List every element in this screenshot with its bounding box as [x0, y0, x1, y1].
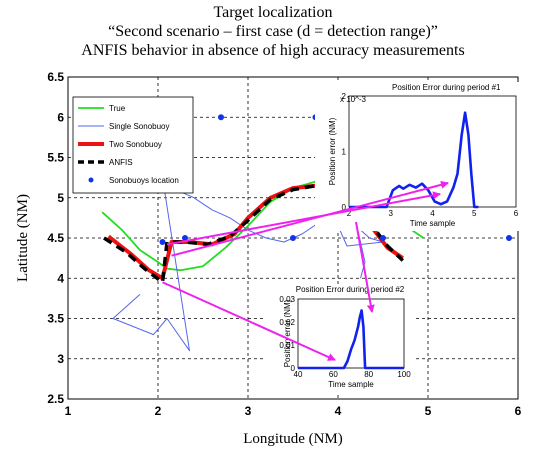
inset-period-1-x-label: Time sample [410, 219, 456, 228]
inset-period-2-y-label: Position error (NM) [283, 299, 292, 367]
sonobuoy-marker [159, 239, 166, 246]
inset-period-2-y-tick: 0 [291, 364, 296, 373]
sonobuoy-marker [380, 235, 386, 241]
inset-period-1-x-tick: 6 [514, 209, 519, 218]
x-tick-label: 1 [65, 404, 72, 418]
inset-period-1-x-tick: 4 [430, 209, 435, 218]
annotation-arrow-3 [162, 281, 336, 361]
inset-period-1-exponent: x 10^-3 [340, 95, 367, 104]
series-single-sonobuoy-line [112, 177, 384, 352]
y-tick-label: 5.5 [47, 151, 64, 165]
y-axis-label: Latitude (NM) [15, 194, 31, 282]
chart-title-line-1: Target localization [213, 4, 333, 21]
inset-period-1-title: Position Error during period #1 [392, 83, 501, 92]
y-tick-label: 4.5 [47, 231, 64, 245]
legend-label: Sonobuoys location [109, 176, 179, 185]
x-tick-label: 4 [335, 404, 342, 418]
legend-label: True [109, 104, 126, 113]
chart-title-line-2: “Second scenario – first case (d = detec… [108, 23, 438, 40]
y-tick-label: 5 [57, 191, 64, 205]
legend-label: Single Sonobuoy [109, 122, 170, 131]
inset-period-1-frame [348, 95, 517, 208]
inset-period-2-frame [297, 298, 405, 369]
x-tick-label: 2 [155, 404, 162, 418]
inset-period-1-y-tick: 1 [342, 148, 347, 157]
inset-period-2-y-tick: 0.01 [279, 341, 295, 350]
inset-period-1-x-tick: 2 [347, 209, 352, 218]
inset-period-1-y-tick: 0 [342, 203, 347, 212]
sonobuoy-marker [506, 235, 512, 241]
y-tick-label: 3 [57, 352, 64, 366]
x-tick-label: 6 [515, 404, 522, 418]
chart-title-line-3: ANFIS behavior in absence of high accura… [81, 42, 465, 59]
inset-period-2-y-tick: 0.03 [279, 295, 295, 304]
y-tick-label: 6.5 [47, 70, 64, 84]
inset-period-2-x-label: Time sample [328, 380, 374, 389]
inset-period-2-x-tick: 60 [329, 370, 338, 379]
inset-period-2-x-tick: 40 [294, 370, 303, 379]
legend-swatch-sonobuoy [88, 177, 94, 183]
annotation-arrow-1 [166, 191, 441, 246]
inset-period-1-error-line [349, 111, 479, 209]
inset-period-2-x-tick: 100 [397, 370, 411, 379]
x-tick-label: 5 [425, 404, 432, 418]
y-tick-label: 3.5 [47, 312, 64, 326]
inset-period-2-title: Position Error during period #2 [296, 285, 405, 294]
y-tick-label: 6 [57, 110, 64, 124]
inset-period-1-y-label: Position error (NM) [328, 117, 337, 185]
x-axis-label: Longitude (NM) [243, 431, 343, 447]
inset-period-2-error-line [298, 309, 404, 370]
annotation-arrow-4 [355, 221, 375, 313]
y-tick-label: 2.5 [47, 392, 64, 406]
sonobuoy-marker [182, 235, 188, 241]
sonobuoy-marker [218, 114, 224, 121]
inset-period-2-y-tick: 0.02 [279, 318, 295, 327]
inset-period-1-x-tick: 3 [389, 209, 394, 218]
sonobuoy-marker [290, 235, 296, 241]
legend-label: Two Sonobuoy [109, 140, 162, 149]
inset-period-1-y-tick: 2 [342, 92, 347, 101]
inset-period-1-x-tick: 5 [472, 209, 477, 218]
y-tick-label: 4 [57, 271, 64, 285]
plot-frame [67, 76, 519, 400]
x-tick-label: 3 [245, 404, 252, 418]
annotation-arrow-2 [171, 180, 449, 257]
inset-period-2-x-tick: 80 [364, 370, 373, 379]
legend-label: ANFIS [109, 158, 133, 167]
